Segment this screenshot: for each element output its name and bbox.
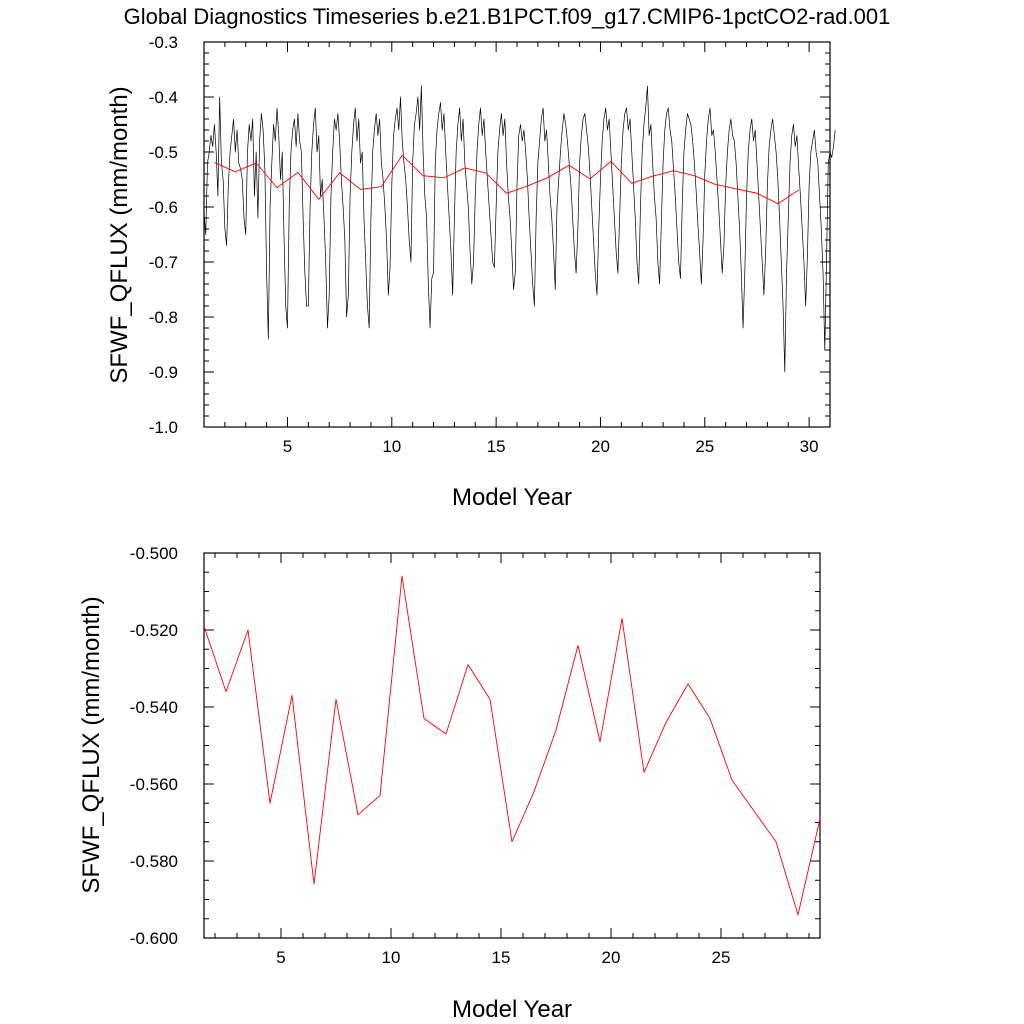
top-x-tick-label: 5 bbox=[283, 437, 292, 456]
bottom-y-tick-label: -0.580 bbox=[130, 852, 178, 871]
top-y-tick-label: -0.9 bbox=[149, 363, 178, 382]
bottom-series-layer bbox=[203, 575, 821, 916]
bottom-y-tick-label: -0.600 bbox=[130, 929, 178, 948]
top-axis-ticks: 5 10 15 20 25 30 -1.0 -0.9 -0.8 -0.7 -0.6 -0.5 -0.4 -… bbox=[149, 33, 831, 456]
top-x-tick-label: 15 bbox=[487, 437, 506, 456]
bottom-y-tick-label: -0.520 bbox=[130, 621, 178, 640]
bottom-y-tick-label: -0.560 bbox=[130, 775, 178, 794]
bottom-x-tick-label: 25 bbox=[712, 948, 731, 967]
top-series-layer bbox=[203, 85, 836, 373]
top-y-tick-label: -1.0 bbox=[149, 418, 178, 437]
bottom-x-tick-label: 20 bbox=[602, 948, 621, 967]
top-y-tick-label: -0.5 bbox=[149, 143, 178, 162]
top-x-tick-label: 20 bbox=[591, 437, 610, 456]
top-x-tick-label: 30 bbox=[800, 437, 819, 456]
bottom-y-tick-label: -0.540 bbox=[130, 698, 178, 717]
bottom-x-axis-label: Model Year bbox=[452, 996, 572, 1023]
top-plot-frame bbox=[203, 41, 831, 428]
top-x-axis-label: Model Year bbox=[452, 484, 572, 511]
bottom-axis-ticks: 5 10 15 20 25 -0.600 -0.580 -0.560 -0.540 -0.520 -… bbox=[130, 544, 820, 967]
top-y-tick-label: -0.8 bbox=[149, 308, 178, 327]
top-x-tick-label: 10 bbox=[382, 437, 401, 456]
top-series-line-1 bbox=[214, 154, 799, 205]
bottom-y-tick-label: -0.500 bbox=[130, 544, 178, 563]
bottom-plot-frame bbox=[203, 552, 821, 939]
top-panel: 5 10 15 20 25 30 -1.0 -0.9 -0.8 -0.7 -0.6 -0.5 -0.4 -… bbox=[106, 33, 836, 511]
bottom-series-line-0 bbox=[203, 575, 821, 916]
top-y-tick-label: -0.7 bbox=[149, 253, 178, 272]
figure-title: Global Diagnostics Timeseries b.e21.B1PC… bbox=[124, 4, 891, 29]
bottom-x-tick-label: 15 bbox=[492, 948, 511, 967]
bottom-x-tick-label: 10 bbox=[382, 948, 401, 967]
top-x-tick-label: 25 bbox=[695, 437, 714, 456]
top-y-tick-label: -0.4 bbox=[149, 88, 178, 107]
top-y-tick-label: -0.6 bbox=[149, 198, 178, 217]
bottom-y-axis-label: SFWF_QFLUX (mm/month) bbox=[78, 596, 105, 893]
bottom-panel: 5 10 15 20 25 -0.600 -0.580 -0.560 -0.540 -0.520 -… bbox=[78, 544, 821, 1023]
top-y-axis-label: SFWF_QFLUX (mm/month) bbox=[106, 86, 133, 383]
top-y-tick-label: -0.3 bbox=[149, 33, 178, 52]
top-series-line-0 bbox=[203, 85, 836, 373]
bottom-x-tick-label: 5 bbox=[276, 948, 285, 967]
